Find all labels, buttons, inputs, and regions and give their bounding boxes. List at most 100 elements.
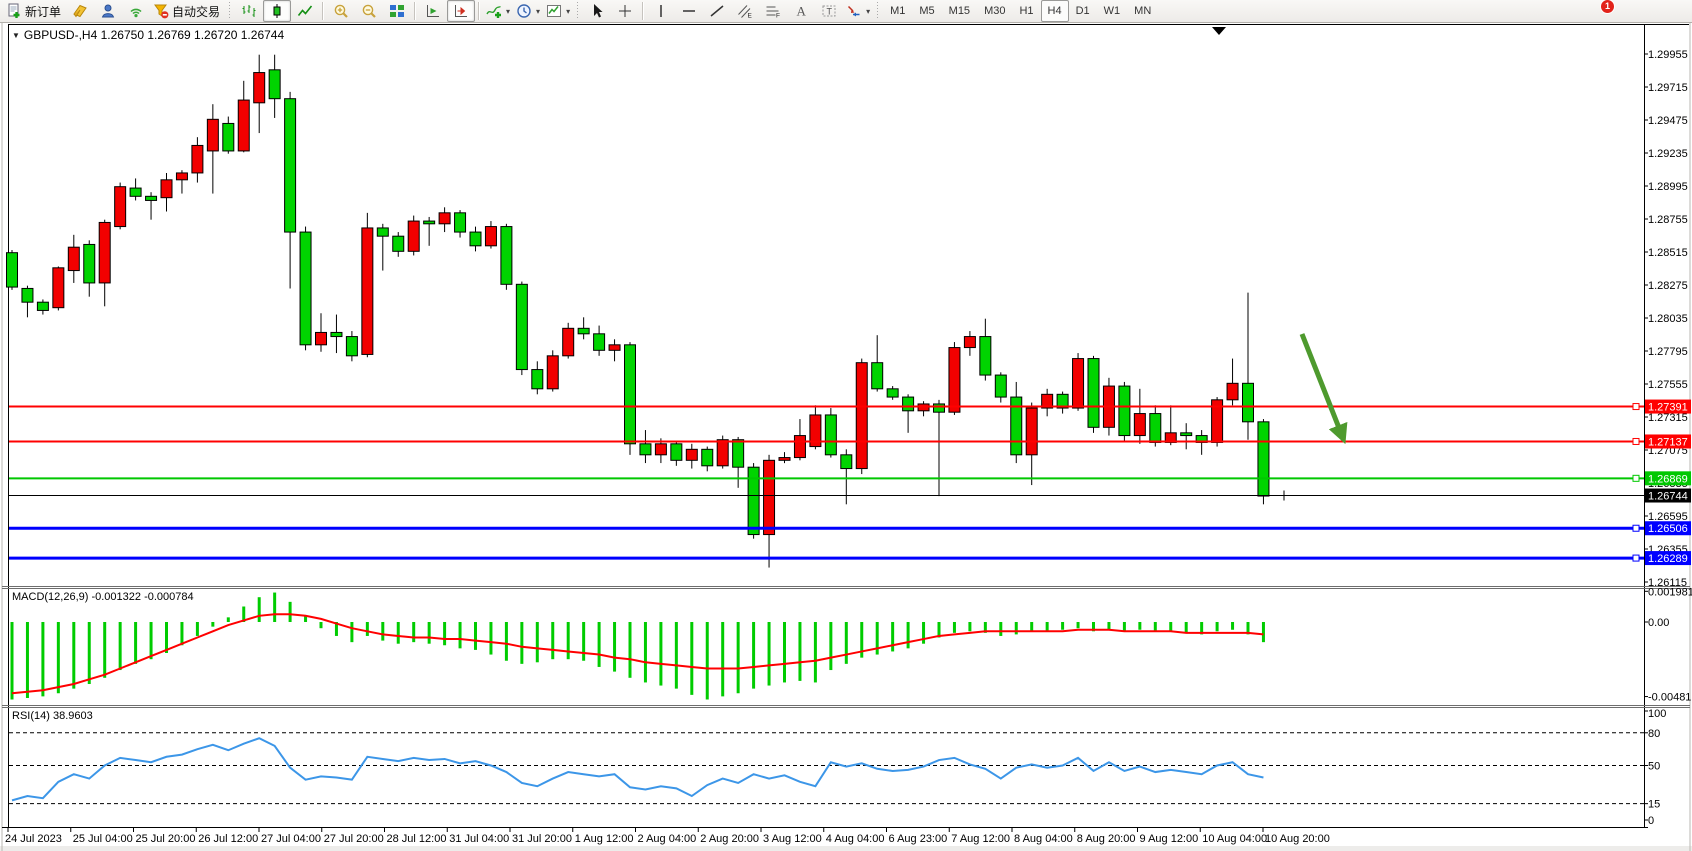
svg-text:0: 0: [1648, 815, 1654, 827]
chevron-down-icon[interactable]: ▾: [536, 6, 541, 16]
crosshair-icon: [617, 3, 633, 19]
tiles-icon: [389, 3, 405, 19]
svg-text:31 Jul 20:00: 31 Jul 20:00: [512, 833, 572, 845]
svg-text:4 Aug 04:00: 4 Aug 04:00: [826, 833, 885, 845]
macd-signal-line: [11, 613, 1264, 695]
new-order-button[interactable]: 新订单: [3, 0, 66, 22]
toolbar-separator: [478, 2, 481, 20]
cursor-button[interactable]: [583, 0, 611, 22]
zoom-in-icon: [333, 3, 349, 19]
svg-text:1.29235: 1.29235: [1648, 148, 1688, 160]
svg-text:2 Aug 04:00: 2 Aug 04:00: [638, 833, 697, 845]
timeframe-h1-button[interactable]: H1: [1019, 5, 1034, 17]
wifi-icon: [128, 3, 144, 19]
indicator-icon: [486, 3, 502, 19]
arrows-button[interactable]: ▾: [843, 0, 873, 22]
svg-text:8 Aug 04:00: 8 Aug 04:00: [1014, 833, 1073, 845]
horizontal-line-button[interactable]: [675, 0, 703, 22]
vline-icon: [653, 3, 669, 19]
bar-chart-button[interactable]: [235, 0, 263, 22]
hline-object-1.26289[interactable]: 1.26289: [9, 551, 1691, 566]
svg-text:1.28515: 1.28515: [1648, 247, 1688, 259]
toolbar-separator: [876, 2, 881, 20]
fibo-icon: F: [765, 3, 781, 19]
svg-text:1.26744: 1.26744: [1648, 491, 1688, 503]
bars-icon: [241, 3, 257, 19]
hline-object-1.26869[interactable]: 1.26869: [9, 471, 1691, 486]
timeframe-h4-button[interactable]: H4: [1040, 0, 1069, 22]
indicators-button[interactable]: ▾: [483, 0, 513, 22]
svg-text:1.29475: 1.29475: [1648, 115, 1688, 127]
market-depth-button[interactable]: [66, 0, 94, 22]
hline-object-1.26506[interactable]: 1.26506: [9, 521, 1691, 536]
rsi-pane: 100 80 50 15 0: [9, 708, 1666, 827]
new-order-button-label: 新订单: [25, 4, 62, 19]
auto-scroll-button[interactable]: [419, 0, 447, 22]
label-button[interactable]: T: [815, 0, 843, 22]
chevron-down-icon[interactable]: ▾: [566, 6, 571, 16]
svg-text:10 Aug 20:00: 10 Aug 20:00: [1265, 833, 1330, 845]
book-icon: [72, 3, 88, 19]
template-icon: [546, 3, 562, 19]
signals-button[interactable]: [122, 0, 150, 22]
svg-text:25 Jul 04:00: 25 Jul 04:00: [73, 833, 133, 845]
cursor-icon: [589, 3, 605, 19]
arrow-annotation[interactable]: [1299, 333, 1348, 445]
fibonacci-button[interactable]: F: [759, 0, 787, 22]
macd-pane: 0.001981 0.00 -0.00481: [10, 586, 1692, 704]
current-price-line: 1.26744: [9, 488, 1691, 503]
templates-button[interactable]: ▾: [543, 0, 573, 22]
clock-icon: [516, 3, 532, 19]
svg-text:A: A: [797, 4, 807, 19]
svg-text:7 Aug 12:00: 7 Aug 12:00: [951, 833, 1010, 845]
candle-chart-button[interactable]: [263, 0, 292, 22]
svg-text:3 Aug 12:00: 3 Aug 12:00: [763, 833, 822, 845]
metaeditor-button[interactable]: [94, 0, 122, 22]
hline-object-1.27391[interactable]: 1.27391: [9, 399, 1691, 414]
chevron-down-icon[interactable]: ▾: [506, 6, 511, 16]
svg-text:1.26115: 1.26115: [1648, 577, 1687, 589]
svg-text:1.29955: 1.29955: [1648, 49, 1688, 61]
zoom-out-button[interactable]: [355, 0, 383, 22]
candles-layer: [6, 54, 1270, 568]
trend-icon: [709, 3, 725, 19]
toolbar-separator: [642, 2, 645, 20]
vertical-line-button[interactable]: [647, 0, 675, 22]
time-axis: 24 Jul 2023 25 Jul 04:00 25 Jul 20:00 26 Ju…: [5, 828, 1330, 845]
auto-trading-button[interactable]: 自动交易: [150, 0, 225, 22]
zoom-in-button[interactable]: [327, 0, 355, 22]
svg-text:0.001981: 0.001981: [1648, 586, 1692, 598]
hline-object-1.27137[interactable]: 1.27137: [9, 434, 1691, 449]
timeframe-m30-button[interactable]: M30: [984, 5, 1006, 17]
svg-text:1.26289: 1.26289: [1648, 553, 1688, 565]
timeframe-w1-button[interactable]: W1: [1103, 5, 1121, 17]
chart-shift-button[interactable]: [447, 0, 476, 22]
crosshair-button[interactable]: [611, 0, 639, 22]
trendline-button[interactable]: [703, 0, 731, 22]
svg-text:1.26869: 1.26869: [1648, 473, 1688, 485]
svg-text:E: E: [748, 13, 753, 20]
periods-button[interactable]: ▾: [513, 0, 543, 22]
timeframe-m15-button[interactable]: M15: [948, 5, 971, 17]
chevron-down-icon[interactable]: ▾: [866, 6, 871, 16]
text-button[interactable]: A: [787, 0, 815, 22]
svg-text:1 Aug 12:00: 1 Aug 12:00: [575, 833, 634, 845]
toolbar-separator: [576, 2, 581, 20]
svg-text:6 Aug 23:00: 6 Aug 23:00: [889, 833, 948, 845]
search-button[interactable]: [1552, 1, 1572, 21]
timeframe-d1-button[interactable]: D1: [1075, 5, 1090, 17]
svg-text:T: T: [827, 7, 833, 17]
tile-windows-button[interactable]: [383, 0, 411, 22]
svg-text:1.28755: 1.28755: [1648, 214, 1688, 226]
notifications-button[interactable]: 1: [1588, 0, 1615, 21]
timeframe-m1-button[interactable]: M1: [890, 5, 906, 17]
timeframe-m5-button[interactable]: M5: [919, 5, 935, 17]
chart-shift-marker[interactable]: [1212, 27, 1226, 35]
svg-text:28 Jul 12:00: 28 Jul 12:00: [387, 833, 447, 845]
toolbar-separator: [414, 2, 417, 20]
timeframe-mn-button[interactable]: MN: [1134, 5, 1152, 17]
channel-button[interactable]: E: [731, 0, 759, 22]
svg-text:1.27315: 1.27315: [1648, 412, 1688, 424]
line-chart-button[interactable]: [291, 0, 319, 22]
